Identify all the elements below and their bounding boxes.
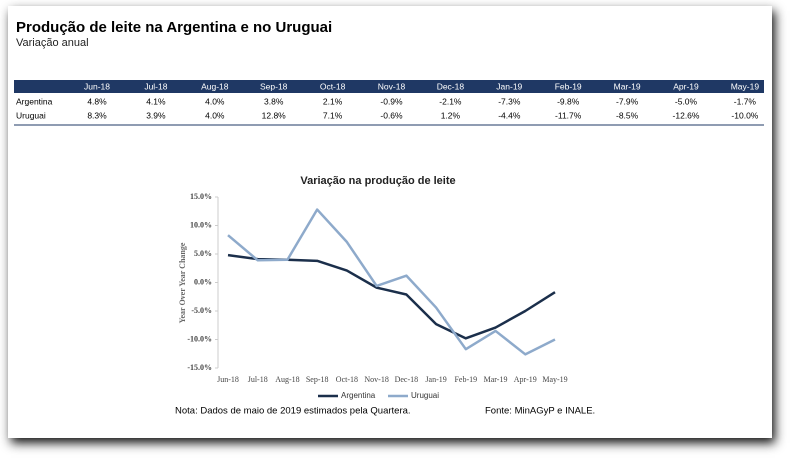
table-header-band: [14, 80, 764, 93]
table-column-header: Feb-19: [555, 81, 582, 91]
x-tick-label: Nov-18: [364, 375, 388, 384]
table-cell: 4.8%: [87, 96, 107, 106]
x-tick-label: Jul-18: [248, 375, 268, 384]
table-cell: 1.2%: [441, 110, 461, 120]
x-tick-label: Oct-18: [336, 375, 358, 384]
table-column-header: Jan-19: [496, 81, 522, 91]
y-tick-label: 5.0%: [194, 249, 212, 258]
table-cell: 4.0%: [205, 96, 225, 106]
table-column-header: May-19: [731, 81, 760, 91]
y-tick-label: -10.0%: [187, 334, 212, 343]
x-tick-label: Jun-18: [217, 375, 239, 384]
y-tick-label: 10.0%: [190, 220, 212, 229]
table-column-header: Apr-19: [673, 81, 699, 91]
table-column-header: Sep-18: [260, 81, 288, 91]
slide: [8, 6, 772, 438]
title: Produção de leite na Argentina e no Urug…: [16, 19, 332, 36]
table-cell: -7.9%: [616, 96, 639, 106]
table-column-header: Jun-18: [84, 81, 110, 91]
table-cell: -0.6%: [380, 110, 403, 120]
x-tick-label: Sep-18: [306, 375, 329, 384]
table-cell: -9.8%: [557, 96, 580, 106]
table-column-header: Aug-18: [201, 81, 229, 91]
table-cell: -1.7%: [734, 96, 757, 106]
table-cell: 3.8%: [264, 96, 284, 106]
legend-label: Argentina: [341, 391, 376, 400]
table-row-label: Argentina: [16, 96, 53, 106]
chart-title: Variação na produção de leite: [300, 175, 455, 187]
table-cell: -11.7%: [555, 110, 582, 120]
table-cell: -5.0%: [675, 96, 698, 106]
x-tick-label: Feb-19: [454, 375, 477, 384]
y-tick-label: -15.0%: [187, 363, 212, 372]
table-column-header: Dec-18: [437, 81, 465, 91]
note: Nota: Dados de maio de 2019 estimados pe…: [175, 406, 411, 417]
table-column-header: Nov-18: [378, 81, 406, 91]
table-cell: -7.3%: [498, 96, 521, 106]
subtitle: Variação anual: [16, 37, 89, 49]
table-cell: 2.1%: [323, 96, 343, 106]
series-line: [227, 208, 556, 356]
y-tick-label: 15.0%: [190, 192, 212, 201]
table-cell: 7.1%: [323, 110, 343, 120]
table-cell: -10.0%: [731, 110, 758, 120]
table-cell: -8.5%: [616, 110, 639, 120]
x-tick-label: Dec-18: [395, 375, 419, 384]
y-tick-label: 0.0%: [194, 277, 212, 286]
table-cell: 8.3%: [87, 110, 107, 120]
table-row-label: Uruguai: [16, 110, 46, 120]
series-line: [227, 253, 556, 340]
table-column-header: Mar-19: [614, 81, 641, 91]
table-column-header: Oct-18: [320, 81, 346, 91]
x-tick-label: Aug-18: [275, 375, 299, 384]
table-cell: -2.1%: [439, 96, 462, 106]
table-cell: 4.0%: [205, 110, 225, 120]
table-cell: -12.6%: [673, 110, 700, 120]
table-cell: -4.4%: [498, 110, 521, 120]
x-tick-label: Apr-19: [514, 375, 537, 384]
table-cell: 4.1%: [146, 96, 166, 106]
source: Fonte: MinAGyP e INALE.: [485, 406, 595, 417]
legend-label: Uruguai: [411, 391, 439, 400]
table-cell: -0.9%: [380, 96, 403, 106]
x-tick-label: Jan-19: [425, 375, 446, 384]
x-tick-label: Mar-19: [484, 375, 508, 384]
y-axis-label: Year Over Year Change: [178, 242, 187, 323]
table-cell: 12.8%: [262, 110, 287, 120]
table-cell: 3.9%: [146, 110, 166, 120]
x-tick-label: May-19: [542, 375, 567, 384]
table-column-header: Jul-18: [144, 81, 167, 91]
y-tick-label: -5.0%: [191, 306, 212, 315]
